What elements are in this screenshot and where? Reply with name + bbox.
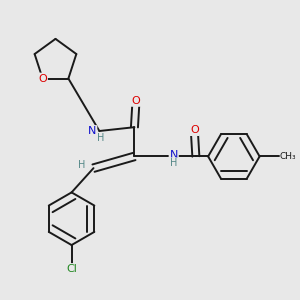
- Text: N: N: [88, 126, 96, 136]
- Text: H: H: [97, 133, 104, 143]
- Text: O: O: [190, 125, 199, 135]
- Text: O: O: [38, 74, 47, 84]
- Text: Cl: Cl: [66, 264, 77, 274]
- Text: N: N: [169, 150, 178, 160]
- Text: O: O: [131, 96, 140, 106]
- Text: H: H: [170, 158, 177, 168]
- Text: CH₃: CH₃: [280, 152, 296, 161]
- Text: H: H: [77, 160, 85, 170]
